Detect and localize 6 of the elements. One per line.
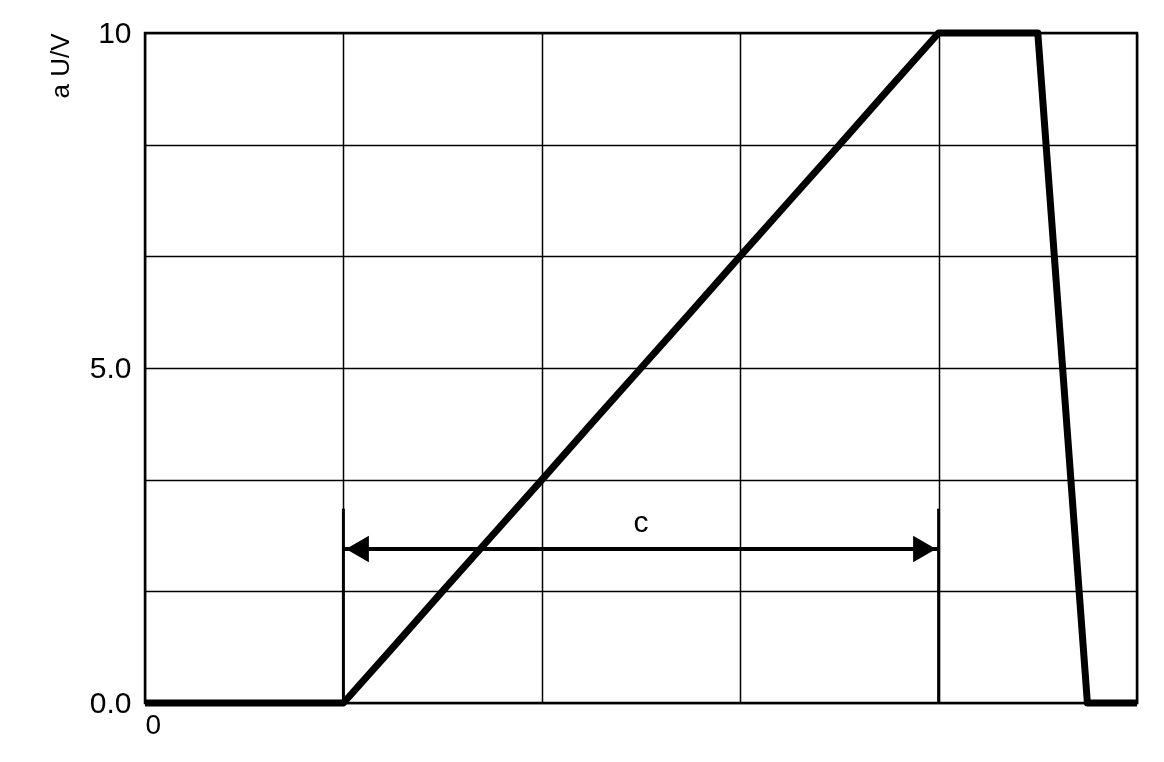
y-tick-label: 0.0 (89, 685, 132, 719)
x-tick-label: 0 (145, 708, 162, 740)
annotation: c (633, 504, 649, 538)
y-tick-label: 5.0 (89, 350, 132, 384)
y-axis-title: a U/V (44, 32, 75, 99)
y-tick-label: 10 (98, 15, 132, 49)
